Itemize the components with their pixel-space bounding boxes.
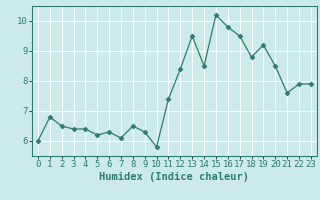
X-axis label: Humidex (Indice chaleur): Humidex (Indice chaleur) [100,172,249,182]
